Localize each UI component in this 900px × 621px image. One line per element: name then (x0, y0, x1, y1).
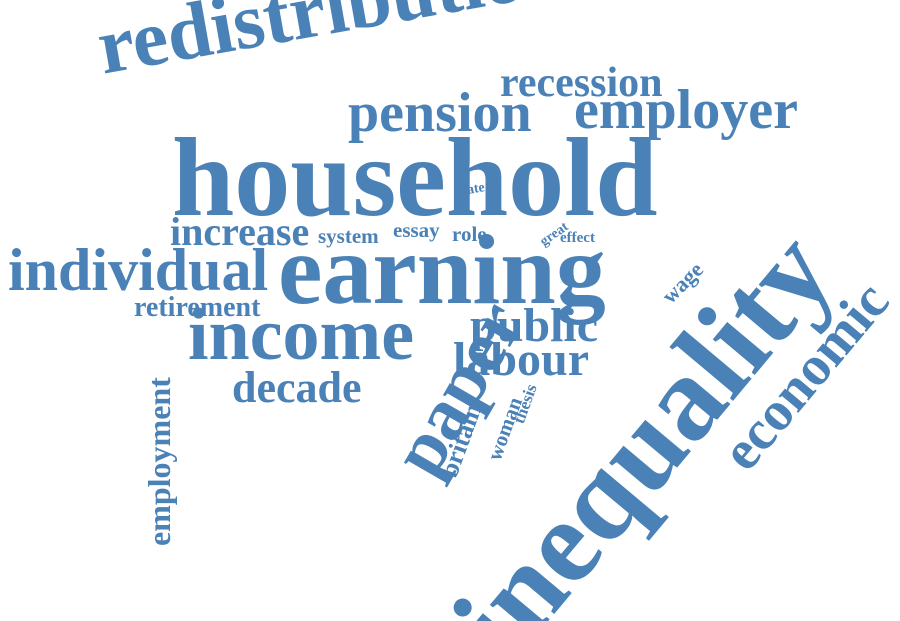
word-public: public (470, 299, 599, 352)
word-individual: individual (8, 237, 269, 303)
word-thesis: thesis (509, 381, 541, 427)
word-recession: recession (500, 60, 663, 106)
word-household: household (172, 116, 658, 240)
word-retirement: retirement (134, 292, 261, 323)
word-labour: labour (453, 333, 590, 386)
word-employment: employment (141, 377, 177, 546)
word-earning: earning (278, 214, 606, 325)
word-role: role (452, 222, 487, 246)
word-income: income (188, 294, 415, 376)
word-employer: employer (574, 79, 798, 141)
word-essay: essay (393, 218, 440, 242)
word-pension: pension (348, 82, 532, 144)
word-effect: effect (560, 230, 595, 246)
word-system: system (318, 224, 379, 248)
word-increase: increase (170, 209, 310, 254)
word-decade: decade (232, 363, 362, 412)
